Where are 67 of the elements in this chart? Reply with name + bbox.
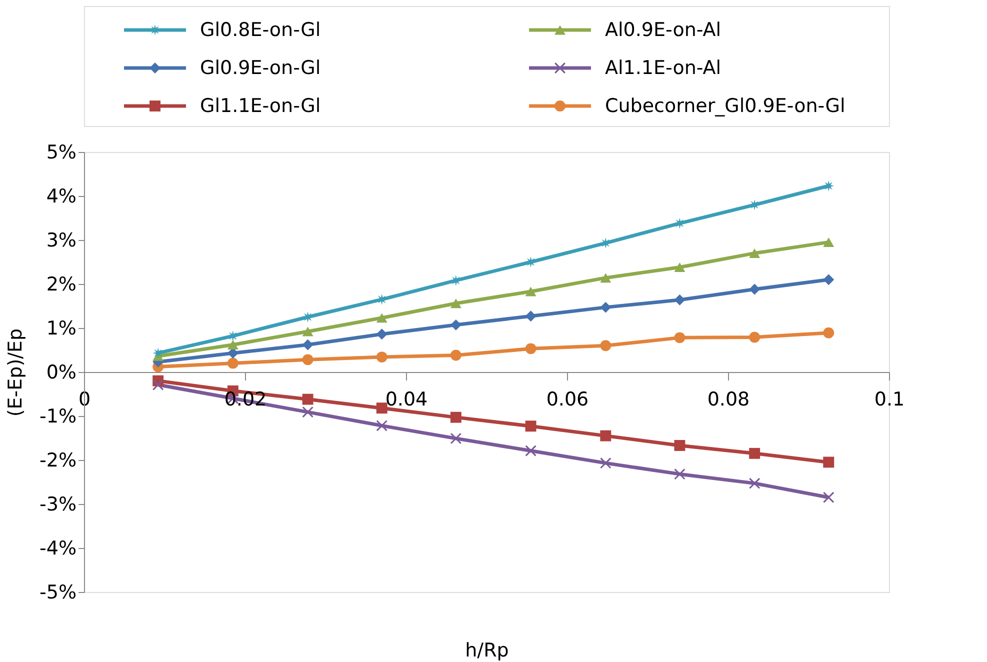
legend-label: Cubecorner_Gl0.9E-on-Gl — [605, 95, 846, 117]
point — [674, 468, 686, 480]
point — [749, 284, 760, 295]
point — [450, 412, 462, 423]
point — [823, 237, 834, 247]
point — [302, 354, 314, 366]
point — [376, 420, 388, 432]
point — [823, 274, 834, 286]
point — [674, 440, 686, 451]
point — [376, 313, 388, 323]
point — [525, 310, 536, 322]
point — [376, 402, 388, 414]
legend-label: Gl0.9E-on-Gl — [200, 57, 321, 79]
point — [600, 302, 612, 313]
x-tick-label: 0.04 — [385, 388, 428, 410]
y-tick-label: 3% — [46, 230, 76, 252]
point — [600, 273, 612, 283]
point — [600, 458, 612, 469]
x-tick-label: 0.06 — [546, 388, 589, 410]
point — [450, 350, 462, 361]
point — [376, 352, 388, 363]
y-tick-label: 4% — [46, 186, 76, 208]
x-tick-label: 0.08 — [707, 388, 750, 410]
legend-label: Al0.9E-on-Al — [605, 19, 722, 41]
point — [302, 406, 314, 418]
x-tick-label: 0.1 — [874, 388, 905, 410]
point — [674, 294, 686, 306]
x-axis-title: h/Rp — [465, 640, 509, 662]
point — [823, 492, 834, 503]
y-tick-label: 5% — [46, 142, 76, 164]
y-tick-label: -3% — [40, 494, 76, 516]
legend-label: Al1.1E-on-Al — [605, 57, 722, 79]
point — [749, 248, 760, 258]
point — [450, 319, 462, 330]
point — [376, 328, 388, 340]
point — [749, 478, 760, 489]
y-tick-label: -5% — [40, 582, 76, 604]
y-tick-label: 1% — [46, 318, 76, 340]
point — [674, 332, 686, 344]
y-tick-label: 0% — [46, 362, 76, 384]
y-axis-title: (E-Ep)/Ep — [4, 328, 26, 417]
y-tick-label: -2% — [40, 450, 76, 472]
point — [749, 448, 760, 459]
point — [302, 394, 314, 405]
y-tick-label: -1% — [40, 406, 76, 428]
point — [302, 339, 314, 350]
y-tick-label: 2% — [46, 274, 76, 296]
point — [600, 340, 612, 352]
point — [525, 420, 536, 432]
point — [525, 445, 536, 456]
legend-label: Gl0.8E-on-Gl — [200, 19, 321, 41]
point — [450, 298, 462, 308]
point — [823, 180, 834, 192]
point — [450, 432, 462, 444]
point — [227, 340, 238, 350]
point — [823, 456, 834, 468]
point — [600, 430, 612, 442]
legend-label: Gl1.1E-on-Gl — [200, 95, 321, 117]
point — [525, 343, 536, 354]
point — [302, 326, 314, 336]
point — [823, 327, 834, 338]
point — [674, 262, 686, 272]
point — [525, 286, 536, 296]
point — [749, 332, 760, 343]
point — [152, 379, 164, 390]
point — [227, 358, 238, 369]
y-tick-label: -4% — [40, 538, 76, 560]
